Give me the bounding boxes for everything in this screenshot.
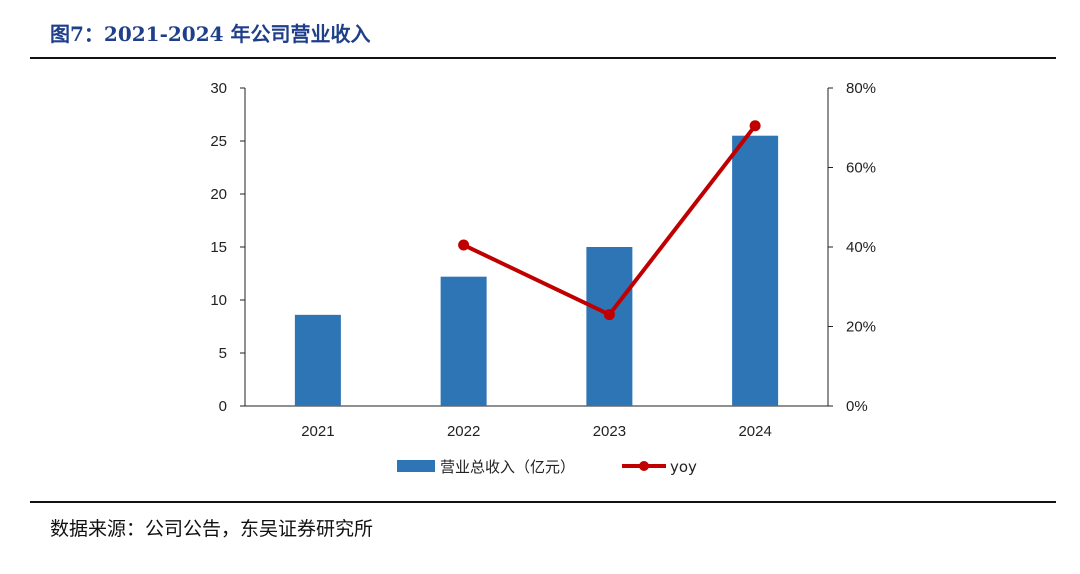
legend-label-yoy: yoy	[670, 458, 697, 476]
left-tick-label: 0	[219, 398, 227, 415]
right-tick-label: 60%	[846, 160, 876, 177]
left-tick-label: 25	[210, 133, 227, 150]
x-axis: 2021 2022 2023 2024	[245, 405, 828, 440]
left-tick-label: 10	[210, 292, 227, 309]
source-note: 数据来源：公司公告，东吴证券研究所	[50, 518, 374, 540]
legend-swatch-revenue	[397, 460, 435, 472]
bar-2023	[586, 247, 633, 406]
x-tick-label: 2024	[738, 423, 771, 440]
left-tick-label: 15	[210, 239, 227, 256]
yoy-point-2023	[603, 309, 615, 321]
yoy-point-2022	[458, 239, 470, 251]
bar-series	[294, 135, 779, 406]
legend-swatch-yoy-marker	[639, 461, 649, 471]
right-axis: 0% 20% 40% 60% 80%	[827, 80, 876, 415]
right-tick-label: 80%	[846, 80, 876, 97]
figure-title: 图7：2021-2024 年公司营业收入	[50, 22, 371, 46]
yoy-point-2024	[749, 120, 761, 132]
x-tick-label: 2022	[447, 423, 480, 440]
right-tick-label: 0%	[846, 398, 868, 415]
right-tick-label: 20%	[846, 319, 876, 336]
legend-label-revenue: 营业总收入（亿元）	[440, 458, 575, 476]
top-rule	[30, 57, 1056, 59]
bar-2021	[294, 314, 341, 406]
left-tick-label: 30	[210, 80, 227, 97]
chart: 0 5 10 15 20 25 30 0% 20% 40% 60% 80% 2021 2022 2023…	[210, 80, 876, 476]
x-tick-label: 2021	[301, 423, 334, 440]
left-tick-label: 20	[210, 186, 227, 203]
left-axis: 0 5 10 15 20 25 30	[210, 80, 246, 415]
bar-2022	[440, 276, 487, 406]
yoy-series	[458, 120, 761, 321]
bar-2024	[732, 135, 779, 406]
legend: 营业总收入（亿元） yoy	[397, 458, 697, 476]
bottom-rule	[30, 501, 1056, 503]
right-tick-label: 40%	[846, 239, 876, 256]
left-tick-label: 5	[219, 345, 227, 362]
x-tick-label: 2023	[593, 423, 626, 440]
